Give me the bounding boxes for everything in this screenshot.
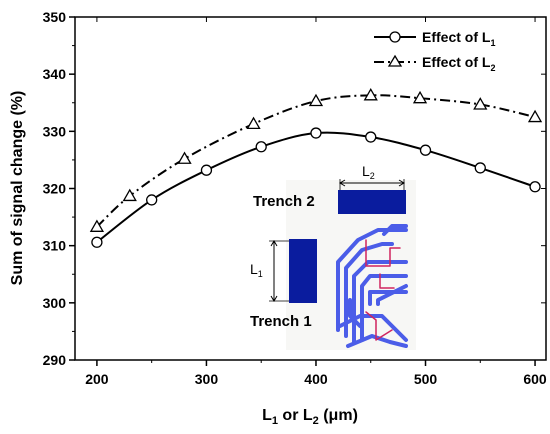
wire-6 <box>376 284 408 306</box>
x-tick-label-500: 500 <box>414 371 438 387</box>
data-series <box>89 88 543 248</box>
wire-9 <box>382 224 408 236</box>
y-axis-label: Sum of signal change (%) <box>9 91 26 286</box>
x-tick-label-600: 600 <box>523 371 547 387</box>
series-1-point-300 <box>200 164 213 176</box>
series-2-point-230 <box>122 188 137 202</box>
accent-trace-2 <box>365 311 393 341</box>
inset-layout: Trench 2 L2 Trench 1 L1 <box>250 163 416 350</box>
wire-2 <box>344 242 394 338</box>
trench-1-block <box>289 239 317 303</box>
series-2-point-400 <box>308 93 324 107</box>
l1-label: L1 <box>250 261 263 279</box>
series-1-point-250 <box>146 194 158 206</box>
series-2-line <box>96 94 536 228</box>
l2-label: L2 <box>362 163 375 181</box>
trench-2-label: Trench 2 <box>253 193 315 210</box>
series-1 <box>91 127 541 248</box>
y-tick-label-320: 320 <box>43 181 67 197</box>
trench-2-block <box>338 190 406 214</box>
x-tick-label-300: 300 <box>195 371 219 387</box>
series-1-point-600 <box>529 181 541 193</box>
accent-trace-1 <box>365 239 401 267</box>
trench-1-label: Trench 1 <box>250 313 312 330</box>
series-1-point-500 <box>419 144 432 156</box>
legend-label-l1: Effect of L1 <box>422 29 495 48</box>
series-1-point-550 <box>474 162 486 174</box>
x-tick-label-200: 200 <box>85 371 109 387</box>
axis-ticks: 200 300 400 500 600 290 300 310 320 330 340 350 <box>43 9 547 387</box>
series-2-point-450 <box>363 88 378 101</box>
y-tick-label-300: 300 <box>43 295 67 311</box>
x-axis-label: L1 or L2 (μm) <box>262 407 358 427</box>
legend-label-l2: Effect of L2 <box>422 54 495 73</box>
x-tick-label-400: 400 <box>304 371 328 387</box>
series-1-point-450 <box>365 131 377 143</box>
series-2-point-550 <box>473 97 488 110</box>
series-1-point-350 <box>255 141 267 153</box>
y-tick-label-350: 350 <box>43 9 67 25</box>
series-2-point-280 <box>177 151 192 164</box>
series-2-point-600 <box>527 109 543 123</box>
legend-marker-l1 <box>389 31 401 43</box>
series-2 <box>89 88 543 232</box>
legend-entry-l2: Effect of L2 <box>374 54 495 73</box>
series-2-point-343 <box>246 116 261 130</box>
legend: Effect of L1 Effect of L2 <box>374 29 495 73</box>
wire-4 <box>360 274 408 342</box>
series-2-point-200 <box>89 219 105 232</box>
y-tick-label-310: 310 <box>43 238 67 254</box>
wire-10 <box>348 298 362 328</box>
y-tick-label-340: 340 <box>43 66 67 82</box>
y-tick-label-330: 330 <box>43 123 67 139</box>
series-1-point-200 <box>91 236 103 248</box>
y-tick-label-290: 290 <box>43 352 67 368</box>
wire-3 <box>352 260 408 344</box>
legend-entry-l1: Effect of L1 <box>374 29 495 48</box>
series-2-point-495 <box>412 90 428 104</box>
interconnect-wiring <box>336 224 408 348</box>
legend-marker-l2 <box>387 54 403 67</box>
series-1-point-400 <box>310 127 322 139</box>
wire-8 <box>346 334 408 348</box>
accent-trace-3 <box>379 273 395 289</box>
